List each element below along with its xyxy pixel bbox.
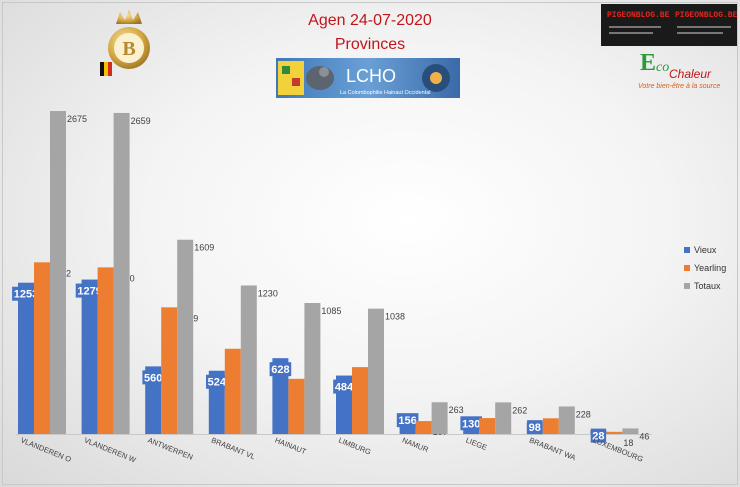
data-label-totaux-brabant-vl: 1230 bbox=[258, 288, 278, 298]
legend-swatch-vieux bbox=[684, 247, 690, 253]
bar-totaux-brabant-wa bbox=[558, 406, 575, 434]
bar-totaux-liege bbox=[495, 402, 512, 434]
data-label-yearling-luxembourg: 18 bbox=[623, 438, 633, 448]
pigeon-ad-text-1: PIGEONBLOG.BE bbox=[607, 11, 670, 20]
x-tick-label-namur: NAMUR bbox=[401, 436, 430, 455]
x-tick-label-brabant-vl: BRABANT VL bbox=[210, 436, 257, 462]
bar-totaux-luxembourg bbox=[622, 428, 639, 434]
data-label-vieux-limburg: 484 bbox=[335, 382, 354, 394]
bar-yearling-brabant-wa bbox=[542, 418, 559, 434]
x-tick-label-liege: LIEGE bbox=[464, 436, 488, 453]
legend-label-totaux: Totaux bbox=[694, 281, 721, 291]
x-tick-label-hainaut: HAINAUT bbox=[274, 436, 308, 457]
bar-yearling-vlanderen-w bbox=[97, 267, 114, 434]
bar-yearling-antwerpen bbox=[161, 307, 178, 434]
data-label-vieux-hainaut: 628 bbox=[271, 364, 289, 376]
label-box-vieux-vlanderen-o bbox=[12, 286, 40, 301]
b-letter: B bbox=[122, 38, 135, 60]
chart-title: Agen 24-07-2020 bbox=[308, 12, 432, 29]
data-label-totaux-hainaut: 1085 bbox=[321, 306, 341, 316]
eco-chaleur-logo: E co Chaleur Votre bien-être à la source bbox=[636, 50, 732, 96]
data-label-vieux-namur: 156 bbox=[398, 415, 416, 427]
lcho-banner: LCHO La Colombophilie Hainaut Occidental bbox=[276, 58, 460, 98]
data-label-totaux-vlanderen-w: 2659 bbox=[131, 116, 151, 126]
bar-totaux-brabant-vl bbox=[240, 285, 257, 434]
lcho-logo-text: LCHO bbox=[346, 66, 396, 86]
data-label-totaux-brabant-wa: 228 bbox=[576, 409, 591, 419]
b-crown-logo: B bbox=[100, 10, 150, 76]
pigeon-ad-text-2: PIGEONBLOG.BE bbox=[675, 11, 738, 20]
bar-yearling-brabant-vl bbox=[224, 348, 241, 434]
data-label-vieux-vlanderen-w: 1279 bbox=[77, 286, 101, 298]
eco-chaleur-word: Chaleur bbox=[669, 67, 712, 81]
bar-totaux-vlanderen-w bbox=[113, 112, 130, 434]
label-box-vieux-hainaut bbox=[269, 362, 292, 377]
label-box-vieux-luxembourg bbox=[590, 428, 607, 443]
bar-yearling-luxembourg bbox=[606, 431, 623, 434]
data-label-vieux-brabant-vl: 524 bbox=[208, 377, 227, 389]
bar-yearling-namur bbox=[415, 421, 432, 434]
legend-label-yearling: Yearling bbox=[694, 263, 726, 273]
eco-tagline: Votre bien-être à la source bbox=[638, 83, 721, 90]
data-label-totaux-vlanderen-o: 2675 bbox=[67, 114, 87, 124]
bar-vieux-vlanderen-w bbox=[81, 279, 98, 434]
data-label-totaux-luxembourg: 46 bbox=[639, 431, 649, 441]
bar-yearling-limburg bbox=[352, 367, 368, 434]
x-tick-label-limburg: LIMBURG bbox=[337, 436, 372, 457]
legend-swatch-yearling bbox=[684, 265, 690, 271]
bar-vieux-hainaut bbox=[272, 358, 289, 434]
label-box-vieux-namur bbox=[396, 413, 419, 428]
legend-swatch-totaux bbox=[684, 283, 690, 289]
data-label-vieux-brabant-wa: 98 bbox=[529, 422, 541, 434]
data-label-totaux-limburg: 1038 bbox=[385, 312, 405, 322]
bar-yearling-vlanderen-o bbox=[34, 262, 50, 434]
data-label-totaux-namur: 263 bbox=[449, 405, 464, 415]
data-label-vieux-luxembourg: 28 bbox=[592, 431, 604, 443]
x-tick-label-antwerpen: ANTWERPEN bbox=[146, 436, 194, 462]
label-box-vieux-liege bbox=[460, 416, 482, 431]
pigeon-ad-banner: PIGEONBLOG.BE PIGEONBLOG.BE bbox=[601, 4, 737, 46]
bar-yearling-hainaut bbox=[288, 378, 305, 434]
x-tick-label-brabant-wa: BRABANT WA bbox=[528, 436, 577, 463]
x-tick-label-vlanderen-w: VLANDEREN W bbox=[83, 436, 138, 465]
bar-totaux-limburg bbox=[368, 308, 384, 434]
lcho-caption: La Colombophilie Hainaut Occidental bbox=[340, 90, 431, 96]
label-box-vieux-limburg bbox=[333, 379, 355, 394]
bar-yearling-liege bbox=[479, 418, 496, 434]
bar-totaux-namur bbox=[431, 402, 448, 434]
data-label-totaux-liege: 262 bbox=[512, 405, 527, 415]
eco-word: co bbox=[656, 60, 670, 75]
chart-subtitle: Provinces bbox=[334, 36, 406, 53]
x-tick-label-vlanderen-o: VLANDEREN O bbox=[19, 436, 72, 465]
bar-totaux-hainaut bbox=[304, 302, 321, 434]
label-box-vieux-antwerpen bbox=[142, 370, 164, 385]
bar-totaux-antwerpen bbox=[177, 239, 194, 434]
data-label-vieux-antwerpen: 560 bbox=[144, 372, 162, 384]
data-label-vieux-vlanderen-o: 1253 bbox=[14, 289, 38, 301]
label-box-vieux-brabant-vl bbox=[206, 374, 228, 389]
bar-totaux-vlanderen-o bbox=[50, 111, 66, 434]
label-box-vieux-vlanderen-w bbox=[75, 283, 104, 298]
data-label-vieux-liege: 130 bbox=[462, 418, 480, 430]
x-tick-label-luxembourg: LUXEMBOURG bbox=[592, 436, 645, 464]
label-box-vieux-brabant-wa bbox=[527, 420, 543, 435]
data-label-totaux-antwerpen: 1609 bbox=[194, 243, 214, 253]
bar-vieux-vlanderen-o bbox=[18, 282, 34, 434]
eco-letter: E bbox=[640, 50, 657, 76]
legend-label-vieux: Vieux bbox=[694, 245, 717, 255]
